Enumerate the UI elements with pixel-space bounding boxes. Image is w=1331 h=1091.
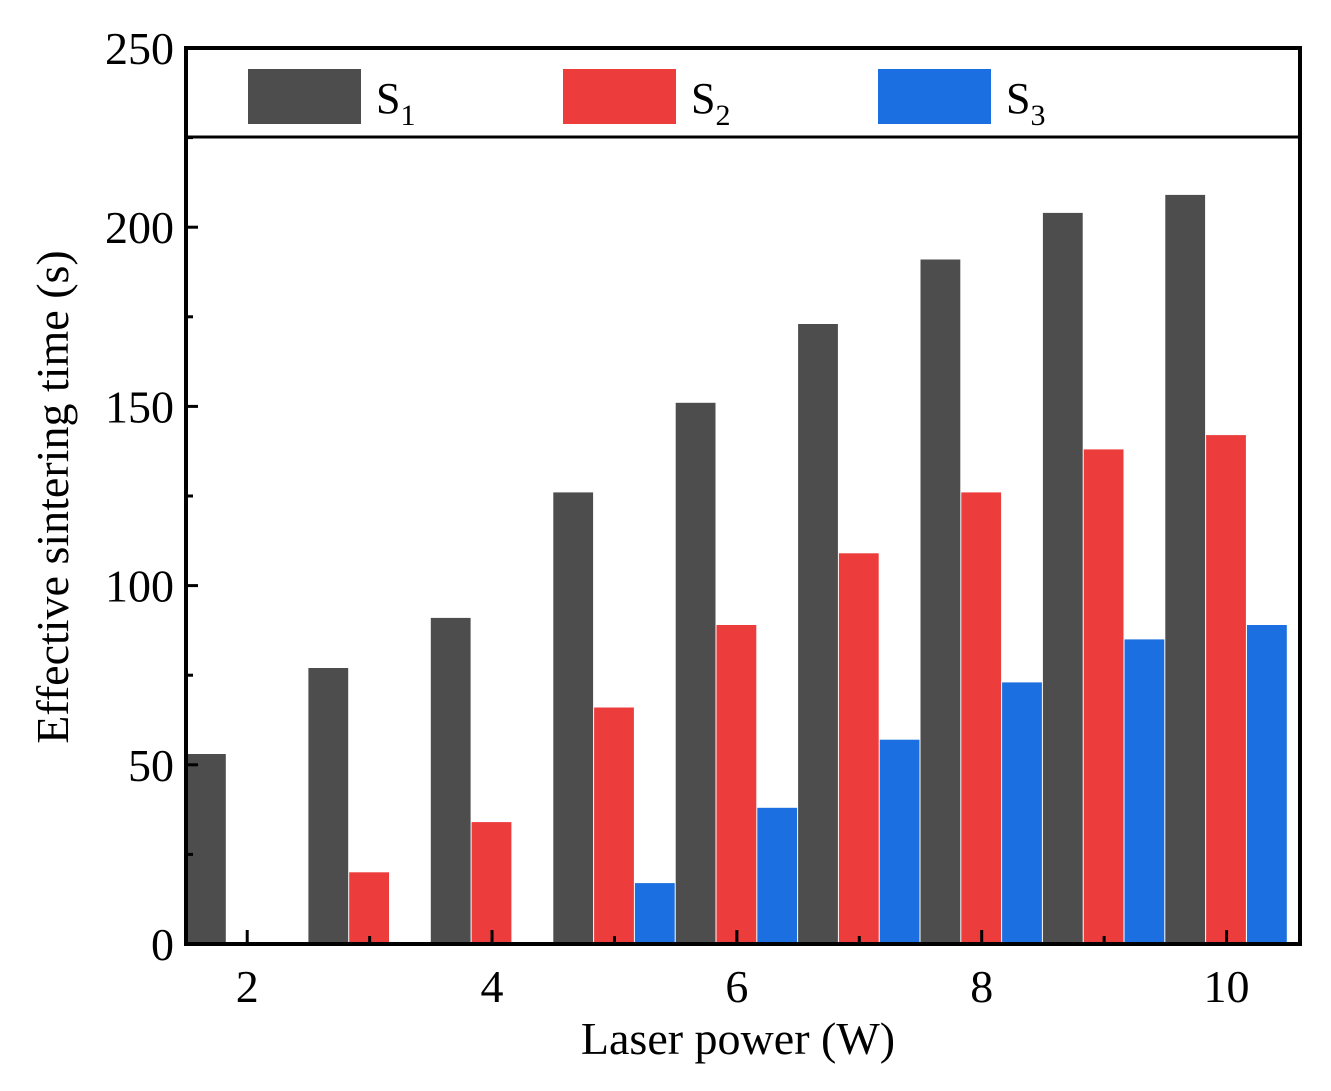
y-tick-label: 50: [128, 740, 174, 791]
y-tick-label: 150: [105, 381, 174, 432]
bar-s1-6: [675, 402, 716, 944]
legend-label-s1: S1: [376, 74, 415, 132]
bars-layer: [186, 194, 1287, 944]
legend-label-s2: S2: [691, 74, 730, 132]
bar-s3-5: [634, 883, 675, 944]
bar-s3-10: [1247, 625, 1287, 944]
legend: S1 S2 S3: [248, 69, 1045, 132]
x-tick-label: 2: [236, 961, 259, 1012]
bar-s3-6: [757, 807, 798, 944]
bar-s2-3: [349, 872, 389, 944]
bar-s1-8: [920, 259, 961, 944]
legend-label-s3: S3: [1006, 74, 1045, 132]
bar-s1-5: [553, 492, 594, 944]
y-tick-label: 100: [105, 561, 174, 612]
x-tick-label: 4: [481, 961, 504, 1012]
bar-s1-3: [308, 668, 349, 944]
x-tick-label: 6: [725, 961, 748, 1012]
bar-s3-8: [1002, 682, 1042, 944]
bar-s2-4: [471, 822, 512, 944]
x-tick-label: 10: [1204, 961, 1250, 1012]
bar-s1-7: [798, 324, 838, 944]
y-tick-label: 0: [151, 919, 174, 970]
x-tick-label: 8: [970, 961, 993, 1012]
legend-swatch-s3: [878, 69, 991, 124]
bar-s1-10: [1165, 194, 1206, 944]
bar-s2-7: [838, 553, 879, 944]
bar-s2-10: [1206, 435, 1246, 944]
y-axis-title: Effective sintering time (s): [27, 250, 78, 744]
y-tick-label: 200: [105, 202, 174, 253]
bar-s2-9: [1083, 449, 1124, 944]
bar-s1-2: [186, 754, 226, 944]
bar-s3-9: [1124, 639, 1165, 944]
axes-layer: 0 50 100 150 200 250 2 4 6 8 10: [105, 23, 1302, 1012]
legend-swatch-s2: [563, 69, 676, 124]
bar-s2-5: [594, 707, 634, 944]
bar-s1-9: [1042, 212, 1083, 944]
y-tick-label: 250: [105, 23, 174, 74]
legend-swatch-s1: [248, 69, 361, 124]
bar-s3-7: [879, 739, 920, 944]
bar-s2-8: [961, 492, 1002, 944]
bar-s2-6: [716, 625, 757, 944]
bar-s1-4: [430, 617, 471, 944]
x-axis-title: Laser power (W): [581, 1013, 895, 1064]
